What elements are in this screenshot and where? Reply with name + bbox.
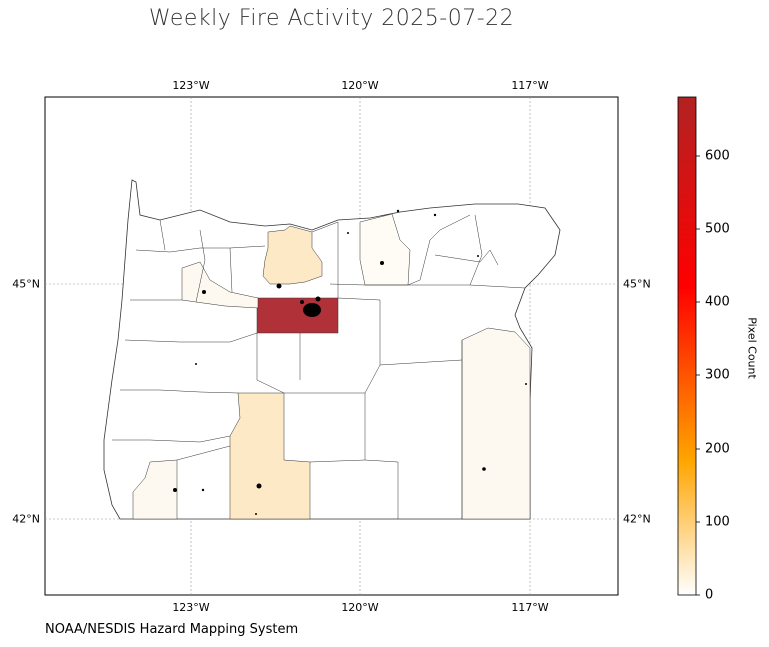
colorbar-tick-label: 600 bbox=[705, 148, 730, 164]
fire-point bbox=[300, 300, 304, 304]
lon-tick-top-120w: 120°W bbox=[341, 79, 379, 92]
lon-tick-bottom-120w: 120°W bbox=[341, 601, 379, 614]
county-jefferson bbox=[256, 297, 339, 334]
county-klamath bbox=[229, 392, 311, 520]
lon-tick-top-117w: 117°W bbox=[511, 79, 549, 92]
fire-point bbox=[202, 290, 206, 294]
fire-point bbox=[255, 513, 257, 515]
county-morrow bbox=[359, 213, 411, 286]
county-layer bbox=[132, 213, 531, 520]
lon-tick-top-123w: 123°W bbox=[172, 79, 210, 92]
fire-point bbox=[477, 255, 479, 257]
data-source-credit: NOAA/NESDIS Hazard Mapping System bbox=[45, 622, 299, 637]
lat-tick-right-42n: 42°N bbox=[623, 512, 651, 526]
colorbar-gradient bbox=[677, 96, 697, 596]
fire-point bbox=[201, 488, 205, 492]
lat-tick-left-45n: 45°N bbox=[12, 277, 40, 291]
fire-point bbox=[380, 261, 384, 265]
fire-cluster-main bbox=[303, 303, 321, 317]
fire-detections bbox=[173, 209, 527, 515]
colorbar-label: Pixel Count bbox=[745, 317, 759, 379]
fire-point bbox=[347, 232, 349, 234]
lat-tick-right-45n: 45°N bbox=[623, 277, 651, 291]
map-title: Weekly Fire Activity 2025-07-22 bbox=[148, 6, 515, 31]
fire-point bbox=[173, 488, 177, 492]
county-wasco bbox=[262, 225, 323, 285]
colorbar-tick-label: 300 bbox=[705, 367, 730, 383]
lat-tick-left-42n: 42°N bbox=[12, 512, 40, 526]
lon-tick-bottom-123w: 123°W bbox=[172, 601, 210, 614]
fire-point bbox=[433, 213, 437, 217]
fire-point bbox=[396, 209, 400, 213]
fire-point bbox=[315, 296, 321, 302]
county-malheur bbox=[461, 327, 531, 520]
colorbar-tick-label: 0 bbox=[705, 587, 714, 603]
colorbar-ticks bbox=[696, 155, 700, 596]
fire-point bbox=[482, 467, 486, 471]
colorbar-tick-label: 500 bbox=[705, 221, 730, 237]
colorbar-tick-label: 400 bbox=[705, 294, 730, 310]
colorbar-tick-label: 100 bbox=[705, 514, 730, 530]
county-boundaries bbox=[112, 214, 526, 519]
fire-point bbox=[276, 283, 282, 289]
fire-point bbox=[195, 363, 197, 365]
lon-tick-bottom-117w: 117°W bbox=[511, 601, 549, 614]
colorbar-tick-label: 200 bbox=[705, 441, 730, 457]
county-marion bbox=[181, 261, 259, 309]
fire-point bbox=[525, 383, 527, 385]
oregon-outline bbox=[103, 179, 561, 520]
fire-point bbox=[256, 483, 262, 489]
